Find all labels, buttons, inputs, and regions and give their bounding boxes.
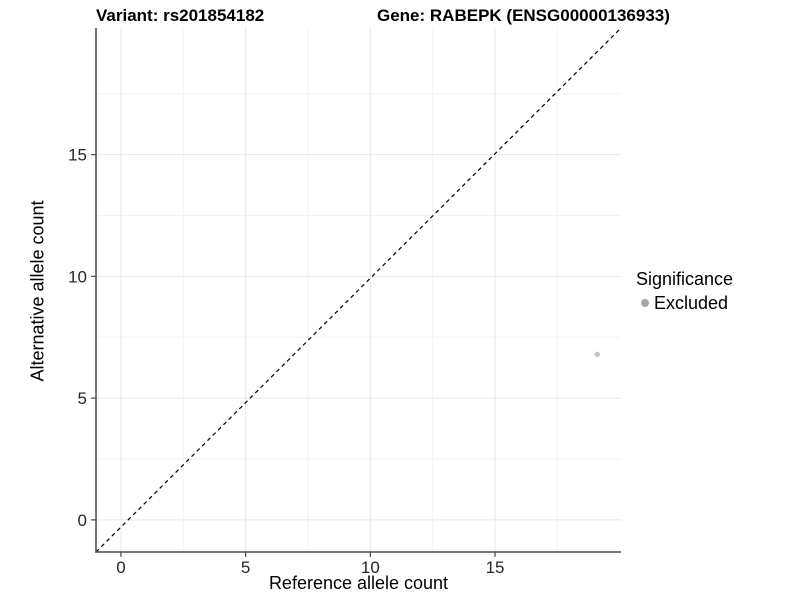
- x-tick-label: 5: [241, 558, 250, 577]
- y-tick-label: 10: [68, 267, 87, 286]
- x-axis-title: Reference allele count: [268, 573, 449, 593]
- variant-title: Variant: rs201854182: [96, 6, 265, 25]
- data-point: [594, 351, 601, 357]
- x-tick-label: 10: [361, 558, 380, 577]
- legend-item-excluded: Excluded: [636, 293, 733, 313]
- legend: Significance Excluded: [636, 269, 733, 313]
- legend-item-label: Excluded: [654, 292, 729, 313]
- y-tick-label: 5: [78, 389, 87, 408]
- x-tick-label: 0: [116, 558, 125, 577]
- y-tick-label: 15: [68, 146, 87, 165]
- legend-key-dot-icon: [641, 299, 649, 307]
- legend-title: Significance: [636, 269, 734, 289]
- y-axis-title: Alternative allele count: [27, 200, 48, 382]
- identity-line: [95, 27, 622, 553]
- gene-title: Gene: RABEPK (ENSG00000136933): [377, 6, 670, 25]
- y-tick-label: 0: [78, 511, 87, 530]
- x-tick-label: 15: [486, 558, 505, 577]
